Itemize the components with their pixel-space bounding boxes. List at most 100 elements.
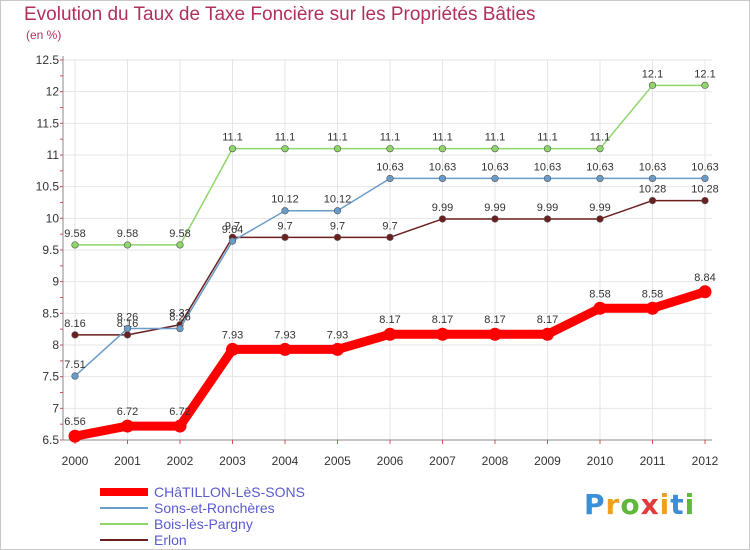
data-label: 11.1: [485, 132, 506, 144]
data-point: [386, 233, 394, 241]
data-label: 9.58: [64, 228, 85, 240]
data-point: [543, 174, 552, 183]
data-point: [333, 233, 342, 241]
x-tick-label: 2008: [482, 454, 509, 468]
data-point: [438, 145, 447, 153]
data-label: 11.1: [380, 132, 401, 144]
data-point: [281, 145, 289, 153]
data-point: [543, 215, 552, 223]
x-tick-label: 2012: [692, 454, 719, 468]
data-label: 12.1: [642, 68, 663, 80]
y-tick-label: 10: [46, 211, 60, 225]
logo-letter: i: [659, 488, 671, 521]
data-point: [438, 215, 447, 223]
legend-label: CHâTILLON-LèS-SONS: [154, 484, 305, 500]
data-point: [593, 301, 607, 315]
logo-letter: r: [605, 488, 621, 521]
data-point: [596, 145, 604, 153]
data-point: [543, 145, 552, 153]
x-tick-label: 2011: [640, 454, 666, 468]
data-label: 10.63: [376, 161, 404, 173]
data-label: 8.32: [169, 308, 190, 320]
data-label: 9.99: [484, 202, 505, 214]
data-label: 10.28: [691, 184, 719, 196]
data-label: 10.63: [586, 161, 614, 173]
data-label: 11.1: [537, 132, 558, 144]
y-tick-label: 7.5: [42, 370, 59, 384]
data-point: [278, 342, 292, 356]
data-point: [701, 174, 709, 183]
x-tick-label: 2002: [167, 454, 194, 468]
logo-letter: o: [620, 488, 641, 521]
data-point: [648, 174, 657, 183]
y-tick-label: 11: [47, 148, 60, 162]
data-label: 8.58: [589, 288, 610, 300]
legend-swatch: [100, 488, 148, 496]
data-label: 8.17: [537, 314, 558, 326]
logo-letter: i: [684, 488, 696, 521]
data-point: [596, 174, 604, 183]
data-label: 9.7: [330, 220, 345, 232]
data-label: 11.1: [222, 132, 243, 144]
data-label: 9.7: [277, 220, 292, 232]
data-label: 10.63: [691, 161, 719, 173]
data-label: 7.93: [274, 329, 295, 341]
data-point: [331, 342, 344, 356]
data-label: 9.99: [432, 202, 453, 214]
data-point: [333, 145, 342, 153]
data-point: [123, 331, 132, 339]
data-label: 12.1: [694, 68, 715, 80]
data-point: [123, 241, 132, 249]
data-point: [438, 174, 447, 183]
data-point: [648, 81, 657, 89]
data-label: 9.58: [169, 228, 190, 240]
data-label: 6.56: [64, 416, 85, 428]
data-label: 6.72: [169, 406, 190, 418]
data-point: [71, 372, 79, 380]
y-tick-label: 9.5: [42, 243, 59, 257]
data-label: 7.93: [222, 329, 243, 341]
data-point: [71, 241, 79, 249]
legend-swatch: [100, 523, 148, 525]
data-point: [386, 145, 394, 153]
data-label: 10.63: [534, 161, 562, 173]
data-point: [68, 429, 82, 443]
data-label: 9.64: [222, 224, 243, 236]
data-label: 8.26: [117, 312, 138, 324]
data-label: 10.63: [429, 161, 457, 173]
data-label: 10.28: [639, 184, 667, 196]
data-point: [386, 174, 394, 183]
data-label: 8.16: [64, 318, 85, 330]
logo-letter: P: [584, 488, 606, 521]
data-label: 8.58: [642, 288, 663, 300]
data-point: [281, 207, 289, 215]
data-point: [123, 324, 132, 333]
data-label: 7.93: [327, 329, 348, 341]
data-point: [226, 342, 239, 356]
y-tick-label: 8: [52, 338, 59, 352]
data-point: [491, 215, 499, 223]
legend-swatch: [100, 507, 148, 509]
data-point: [488, 327, 502, 341]
data-point: [436, 327, 449, 341]
data-point: [383, 327, 397, 341]
data-point: [121, 419, 134, 433]
x-tick-label: 2009: [534, 454, 561, 468]
data-label: 9.99: [537, 202, 558, 214]
x-tick-label: 2000: [62, 454, 89, 468]
legend-swatch: [100, 539, 148, 541]
logo-letter: x: [640, 488, 660, 521]
data-label: 8.17: [484, 314, 505, 326]
x-tick-label: 2010: [587, 454, 614, 468]
data-label: 7.51: [64, 359, 85, 371]
data-label: 9.99: [589, 202, 610, 214]
y-tick-label: 6.5: [42, 433, 59, 447]
y-tick-label: 9: [52, 275, 59, 289]
unit-label: (en %): [26, 28, 62, 42]
data-point: [491, 145, 499, 153]
data-point: [646, 301, 659, 315]
logo-letter: t: [670, 488, 685, 521]
data-label: 8.16: [117, 318, 138, 330]
data-point: [541, 327, 554, 341]
proxiti-logo: Proxiti: [584, 488, 695, 521]
